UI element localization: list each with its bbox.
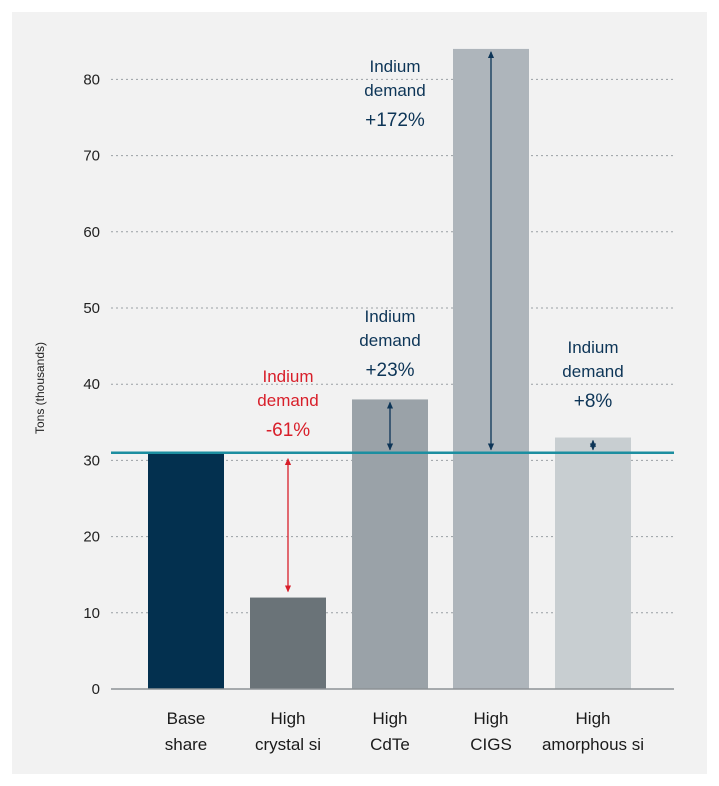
category-label-line1-2: High [373,709,408,728]
annotation-line2-1: demand [257,391,318,410]
annotation-pct-4: +8% [574,391,613,412]
y-tick-label-60: 60 [83,224,100,241]
category-label-line2-4: amorphous si [542,735,644,754]
annotation-pct-2: +23% [365,360,414,381]
bar-4 [555,437,631,689]
y-axis-title: Tons (thousands) [33,342,47,434]
bar-0 [148,452,224,689]
annotation-line2-3: demand [364,81,425,100]
annotation-line1-1: Indium [262,367,313,386]
category-label-line2-2: CdTe [370,735,410,754]
y-tick-label-70: 70 [83,148,100,165]
annotation-line2-2: demand [359,331,420,350]
category-label-line1-3: High [474,709,509,728]
annotation-line2-4: demand [562,362,623,381]
y-tick-label-30: 30 [83,452,100,469]
y-tick-label-80: 80 [83,71,100,88]
y-tick-label-20: 20 [83,529,100,546]
category-label-line1-0: Base [167,709,206,728]
category-label-line2-3: CIGS [470,735,512,754]
y-tick-label-50: 50 [83,300,100,317]
annotation-line1-4: Indium [567,338,618,357]
annotation-pct-3: +172% [365,110,425,131]
category-label-line1-1: High [271,709,306,728]
y-tick-label-10: 10 [83,605,100,622]
annotation-line1-3: Indium [369,57,420,76]
y-tick-label-40: 40 [83,376,100,393]
category-label-line2-1: crystal si [255,735,321,754]
category-label-line1-4: High [576,709,611,728]
category-label-line2-0: share [165,735,208,754]
y-tick-label-0: 0 [92,681,100,698]
bar-1 [250,597,326,689]
annotation-line1-2: Indium [364,307,415,326]
annotation-pct-1: -61% [266,420,310,441]
